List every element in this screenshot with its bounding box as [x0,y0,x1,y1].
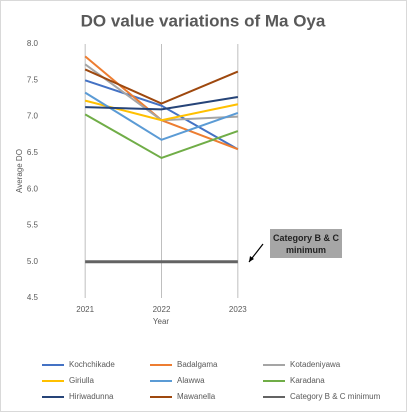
y-tick-label: 4.5 [27,293,39,302]
legend-label: Hiriwadunna [69,392,114,401]
x-tick-label: 2021 [76,305,94,314]
legend-label: Kotadeniyawa [290,360,341,369]
legend-label: Category B & C minimum [290,392,381,401]
series-line [84,68,239,105]
series-line [84,113,239,160]
legend-label: Kochchikade [69,360,115,369]
series-line [84,79,239,151]
x-tick-label: 2022 [153,305,171,314]
legend-label: Giriulla [69,376,94,385]
y-tick-label: 6.0 [27,184,39,193]
y-tick-label: 7.0 [27,112,39,121]
y-tick-label: 5.5 [27,221,39,230]
legend-label: Badalgama [177,360,218,369]
legend-label: Mawanella [177,392,216,401]
chart-title: DO value variations of Ma Oya [81,11,326,30]
annotation-arrowhead [249,256,254,262]
x-tick-label: 2023 [229,305,247,314]
y-axis-label: Average DO [15,149,24,193]
y-tick-label: 6.5 [27,148,39,157]
y-tick-label: 5.0 [27,257,39,266]
y-tick-label: 7.5 [27,75,39,84]
x-axis-label: Year [153,317,170,326]
legend-label: Alawwa [177,376,205,385]
y-tick-label: 8.0 [27,39,39,48]
legend-label: Karadana [290,376,325,385]
series-line [85,95,238,111]
annotation: Category B & C minimum [270,229,342,258]
